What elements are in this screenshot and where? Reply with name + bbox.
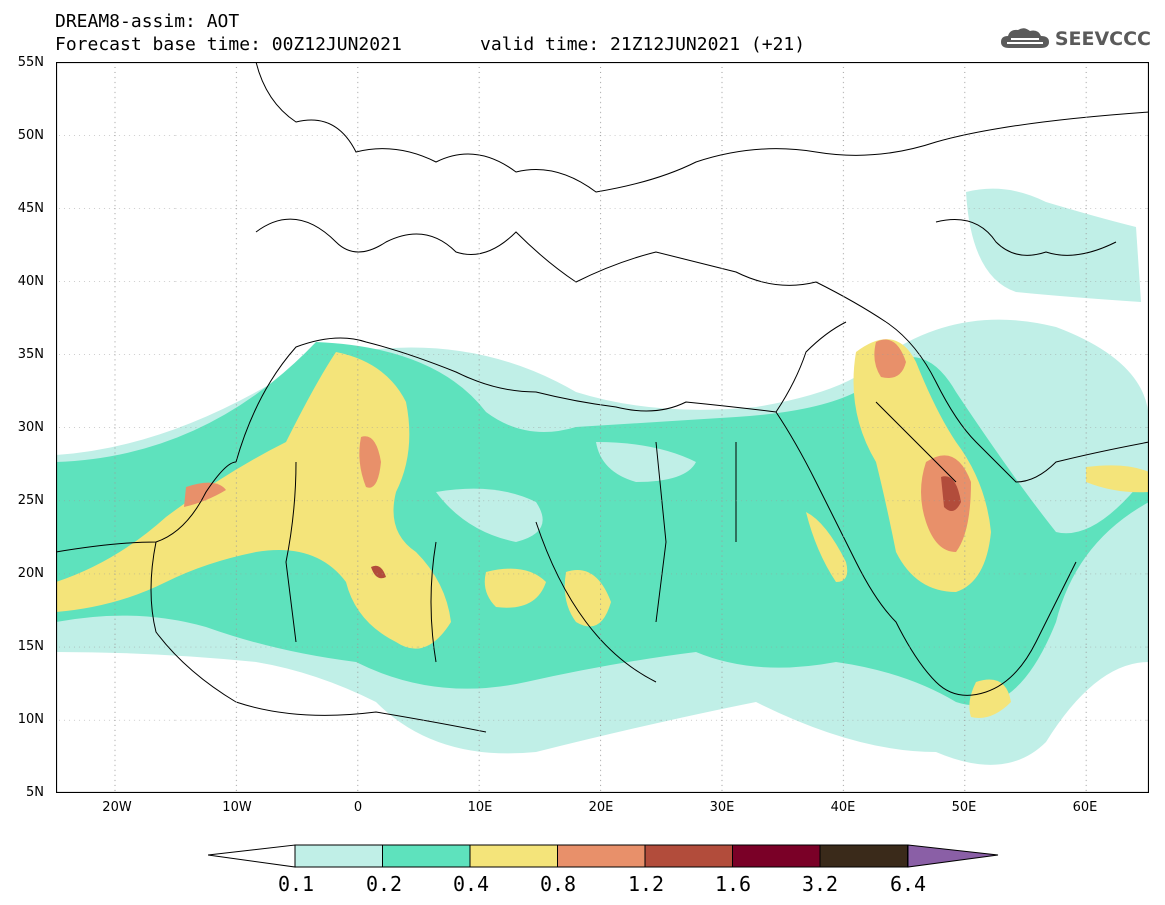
legend-above-arrow <box>907 844 999 868</box>
color-legend <box>208 844 999 868</box>
valid-time-label: valid time: 21Z12JUN2021 (+21) <box>480 34 806 55</box>
lat-label-50n: 50N <box>17 128 44 143</box>
legend-color-box <box>644 844 733 868</box>
lat-label-45n: 45N <box>17 201 44 216</box>
lat-label-15n: 15N <box>17 639 44 654</box>
legend-label: 0.8 <box>539 872 577 896</box>
lon-label-10w: 10W <box>222 800 252 815</box>
legend-label: 1.6 <box>714 872 752 896</box>
legend-color-box <box>382 844 471 868</box>
lon-label-20w: 20W <box>102 800 132 815</box>
base-time-label: Forecast base time: 00Z12JUN2021 <box>55 34 402 55</box>
legend-color-box <box>294 844 383 868</box>
legend-color-box <box>469 844 558 868</box>
lat-label-30n: 30N <box>17 420 44 435</box>
lon-label-30e: 30E <box>709 800 735 815</box>
legend-label: 0.2 <box>365 872 403 896</box>
lon-label-50e: 50E <box>951 800 977 815</box>
cloud-icon <box>1000 28 1049 48</box>
legend-color-box <box>732 844 821 868</box>
lon-label-20e: 20E <box>588 800 614 815</box>
lat-label-25n: 25N <box>17 493 44 508</box>
lon-label-60e: 60E <box>1072 800 1098 815</box>
legend-label: 3.2 <box>801 872 839 896</box>
aot-map <box>56 62 1149 793</box>
legend-below-arrow <box>208 844 296 868</box>
lat-label-10n: 10N <box>17 712 44 727</box>
legend-label: 0.4 <box>452 872 490 896</box>
lon-label-10e: 10E <box>467 800 493 815</box>
lat-label-35n: 35N <box>17 347 44 362</box>
lat-label-55n: 55N <box>17 55 44 70</box>
map-title: DREAM8-assim: AOT <box>55 11 240 32</box>
lat-label-40n: 40N <box>17 274 44 289</box>
lat-label-20n: 20N <box>17 566 44 581</box>
legend-label: 0.1 <box>277 872 315 896</box>
legend-label: 6.4 <box>889 872 927 896</box>
lon-label-0: 0 <box>353 800 363 815</box>
legend-color-box <box>819 844 908 868</box>
legend-label: 1.2 <box>627 872 665 896</box>
lon-label-40e: 40E <box>830 800 856 815</box>
seevccc-logo: SEEVCCC <box>999 26 1151 52</box>
legend-color-box <box>557 844 646 868</box>
lat-label-5n: 5N <box>26 785 44 800</box>
logo-text: SEEVCCC <box>1054 28 1151 50</box>
